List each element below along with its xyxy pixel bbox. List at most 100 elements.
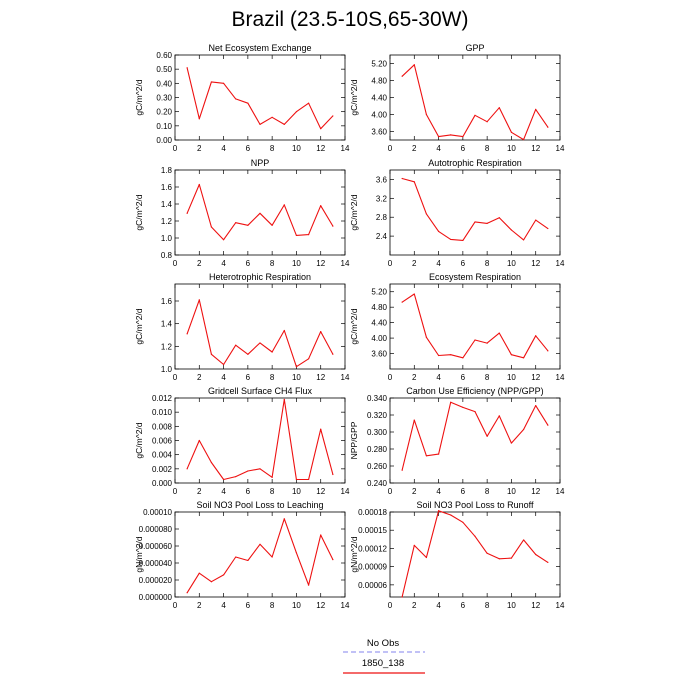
panel-4-ylabel: gC/m^2/d (134, 308, 144, 344)
panel-4-xtick-label: 4 (221, 373, 226, 382)
panel-8-data-point (271, 556, 273, 558)
panel-1-data-point (510, 131, 513, 133)
panel-8-data-point (235, 556, 237, 558)
panel-8-xtick-label: 6 (246, 601, 251, 610)
panel-7-data-point (413, 419, 415, 421)
panel-2-data-point (320, 205, 322, 207)
panel-1-data-point (522, 138, 525, 141)
panel-5-data-point (510, 354, 513, 356)
panel-5-ytick-label: 4.40 (371, 319, 387, 328)
page-title: Brazil (23.5-10S,65-30W) (231, 8, 469, 31)
panel-5-ytick-label: 4.00 (371, 334, 387, 343)
panel-1-title: GPP (465, 43, 484, 53)
panel-6-data-point (283, 398, 285, 401)
panel-3-data-point (535, 219, 537, 221)
panel-7-xtick-label: 0 (388, 487, 393, 496)
panel-3-xtick-label: 0 (388, 259, 393, 268)
panel-7-data-point (510, 442, 513, 444)
panel-4-frame (174, 283, 346, 370)
panel-5-data-point (462, 357, 464, 359)
panel-4-data-point (307, 358, 310, 360)
panel-9-data-point (437, 510, 440, 512)
panel-1-data-point (401, 75, 403, 77)
panel-2-frame (174, 169, 346, 256)
panel-8-title: Soil NO3 Pool Loss to Leaching (196, 500, 323, 510)
panel-7-data-point (425, 455, 428, 457)
panel-8-ylabel: gN/m^2/d (134, 536, 144, 572)
panel-4-xtick-label: 14 (341, 373, 350, 382)
panel-3-data-point (462, 239, 464, 241)
panel-0-xtick-label: 14 (341, 144, 350, 153)
panel-7-frame (389, 397, 561, 484)
panel-8-xtick-label: 0 (173, 601, 178, 610)
panel-5-data-point (547, 350, 549, 352)
panel-3-xtick-label: 8 (485, 259, 490, 268)
panel-5-ytick-label: 4.80 (371, 303, 387, 312)
panel-8-data-point (283, 518, 285, 520)
panel-0-ytick-label: 0.40 (156, 79, 172, 88)
panel-6-xtick-label: 0 (173, 487, 178, 496)
panel-8-data-point (247, 559, 249, 562)
panel-9-xtick-label: 8 (485, 601, 490, 610)
panel-2-series-line-0 (186, 183, 334, 241)
panel-7-data-point (474, 411, 476, 413)
panel-9-xtick-label: 12 (531, 601, 540, 610)
panel-0-ytick-label: 0.60 (156, 51, 172, 60)
panel-3-ytick-label: 2.8 (376, 213, 388, 222)
panel-9-xtick-label: 4 (436, 601, 441, 610)
panel-5-xtick-label: 4 (436, 373, 441, 382)
panel-5-data-point (486, 342, 488, 344)
panel-4-data-point (295, 366, 298, 368)
panel-4-data-point (283, 329, 285, 332)
panel-9-ytick-label: 0.00012 (358, 544, 387, 553)
panel-0-xtick-label: 0 (173, 144, 178, 153)
panel-1-data-point (498, 107, 500, 109)
panel-3-xtick-label: 10 (507, 259, 516, 268)
panel-7-xtick-label: 10 (507, 487, 516, 496)
panel-1-data-point (547, 126, 549, 128)
panel-0-data-point (307, 102, 310, 104)
panel-9-ytick-label: 0.00006 (358, 581, 387, 590)
panel-0-data-point (186, 67, 188, 69)
panel-7-ytick-label: 0.240 (367, 479, 388, 488)
panel-6-data-point (186, 468, 188, 470)
panel-5-data-point (450, 354, 452, 356)
panel-0-data-point (222, 82, 225, 84)
panel-4-xtick-label: 0 (173, 373, 178, 382)
panel-2-xtick-label: 6 (246, 259, 251, 268)
panel-9-data-point (498, 558, 500, 560)
panel-2-ytick-label: 1.8 (161, 166, 173, 175)
panel-0-data-point (259, 123, 261, 126)
panel-4-title: Heterotrophic Respiration (209, 272, 311, 282)
panel-3-xtick-label: 12 (531, 259, 540, 268)
panel-4-data-point (186, 333, 188, 335)
panel-2-data-point (332, 225, 334, 227)
panel-0-ytick-label: 0.30 (156, 94, 172, 103)
panel-2-ytick-label: 1.0 (161, 234, 173, 243)
panel-5-data-point (474, 339, 476, 341)
panel-9-data-point (401, 596, 403, 598)
panel-8-frame (174, 511, 346, 598)
panel-4-data-point (320, 331, 322, 333)
panel-8-data-point (295, 552, 298, 554)
panel-0-data-point (198, 118, 200, 120)
panel-4-xtick-label: 2 (197, 373, 202, 382)
panel-0-xtick-label: 10 (292, 144, 301, 153)
panel-3-ytick-label: 3.6 (376, 175, 388, 184)
panel-7-ytick-label: 0.320 (367, 411, 388, 420)
panel-7-ylabel: NPP/GPP (349, 421, 359, 459)
panel-7-title: Carbon Use Efficiency (NPP/GPP) (406, 386, 543, 396)
panel-3-ylabel: gC/m^2/d (349, 194, 359, 230)
panel-5-xtick-label: 12 (531, 373, 540, 382)
panel-3-data-point (413, 181, 415, 183)
panel-0-data-point (210, 81, 213, 83)
panel-3-xtick-label: 4 (436, 259, 441, 268)
panel-1-xtick-label: 10 (507, 144, 516, 153)
panel-4-xtick-label: 12 (316, 373, 325, 382)
panel-1-ytick-label: 4.80 (371, 77, 387, 86)
panel-1-xtick-label: 8 (485, 144, 490, 153)
panel-5-xtick-label: 14 (556, 373, 565, 382)
panel-2-ytick-label: 1.2 (161, 217, 173, 226)
panel-7-series-line-0 (401, 401, 549, 471)
panel-4-data-point (332, 353, 334, 355)
